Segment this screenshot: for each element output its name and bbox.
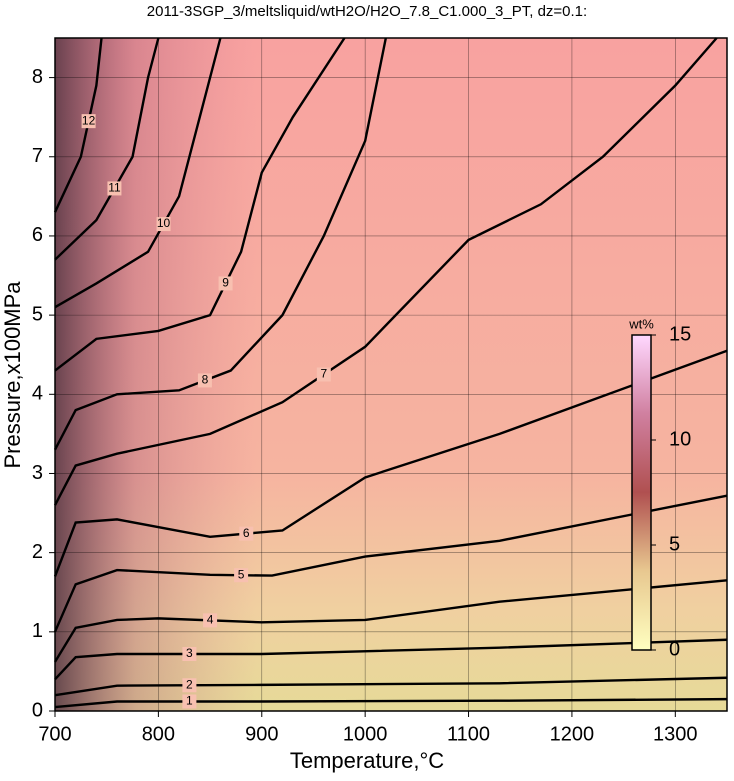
contour-label: 9 — [222, 276, 229, 290]
colorbar-tick-label: 15 — [669, 323, 691, 345]
contour-label: 10 — [157, 216, 171, 230]
y-tick-label: 1 — [32, 620, 43, 642]
contour-label-bg — [81, 114, 96, 129]
contour-label-bg — [107, 181, 122, 196]
contour-label: 2 — [186, 677, 193, 691]
x-axis-label: Temperature,°C — [290, 748, 444, 773]
contour-label-bg — [234, 568, 249, 583]
y-tick-label: 2 — [32, 541, 43, 563]
contour-label-bg — [316, 367, 331, 382]
x-tick-label: 1000 — [343, 723, 388, 745]
background-shade — [55, 38, 727, 711]
y-tick-label: 0 — [32, 699, 43, 721]
y-axis-label: Pressure,x100MPa — [0, 281, 25, 469]
colorbar-tick-label: 10 — [669, 428, 691, 450]
y-tick-label: 5 — [32, 303, 43, 325]
x-tick-label: 700 — [38, 723, 71, 745]
x-tick-label: 1100 — [447, 723, 490, 745]
contour-label-bg — [197, 373, 212, 388]
y-tick-label: 7 — [32, 145, 43, 167]
y-tick-label: 6 — [32, 224, 43, 246]
x-tick-label: 800 — [142, 723, 175, 745]
plot-area — [55, 38, 727, 711]
colorbar-tick-label: 0 — [669, 638, 680, 660]
colorbar-tick-label: 5 — [669, 533, 680, 555]
contour-label-bg — [182, 678, 197, 693]
contour-line — [54, 37, 160, 261]
contour-line — [53, 37, 388, 451]
contour-label: 6 — [243, 526, 250, 540]
contour-line — [54, 697, 728, 709]
y-tick-label: 8 — [32, 66, 43, 88]
contour-line — [54, 676, 728, 697]
contour-label-bg — [182, 694, 197, 709]
x-tick-label: 1300 — [653, 723, 698, 745]
contour-label: 4 — [207, 613, 214, 627]
contour-label: 7 — [320, 367, 327, 381]
x-tick-label: 1200 — [550, 723, 595, 745]
contour-label-bg — [218, 276, 233, 291]
contour-label: 1 — [186, 694, 193, 708]
contour-label: 12 — [82, 113, 96, 127]
contour-label: 5 — [238, 567, 245, 581]
contour-label-bg — [203, 613, 218, 628]
colorbar-label: wt% — [628, 316, 654, 331]
chart-title: 2011-3SGP_3/meltsliquid/wtH2O/H2O_7.8_C1… — [147, 3, 587, 20]
y-tick-label: 4 — [32, 383, 43, 405]
contour-line — [53, 37, 718, 506]
contour-label: 11 — [108, 181, 121, 195]
contour-label: 3 — [186, 646, 193, 660]
contour-label: 8 — [202, 373, 209, 387]
x-tick-label: 900 — [245, 723, 278, 745]
contour-label-bg — [239, 526, 254, 541]
plot-frame — [54, 37, 728, 712]
colorbar — [631, 334, 652, 651]
contour-label-bg — [182, 646, 197, 661]
contour-label-bg — [156, 217, 171, 232]
y-tick-label: 3 — [32, 462, 43, 484]
